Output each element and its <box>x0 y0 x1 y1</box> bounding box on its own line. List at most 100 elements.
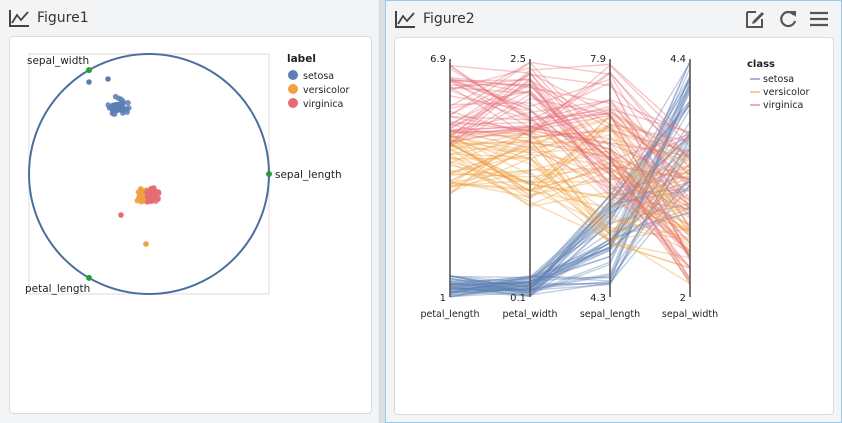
figure1-title: Figure1 <box>37 10 89 26</box>
series-line-virginica <box>449 89 691 176</box>
series-line-setosa <box>449 210 691 291</box>
menu-icon[interactable] <box>808 8 830 30</box>
legend-swatch <box>288 70 298 80</box>
data-point-virginica <box>155 190 162 197</box>
legend-title: class <box>747 59 775 70</box>
series-line-setosa <box>449 144 691 297</box>
series-line-setosa <box>449 136 691 290</box>
series-line-setosa <box>449 133 691 294</box>
parallel-coordinates-chart[interactable]: 6.9 1 petal_length 2.5 0.1 petal_width 7.9 4.3 s… <box>395 38 835 416</box>
series-line-versicolor <box>449 171 691 285</box>
series-line-setosa <box>449 169 691 296</box>
line-chart-icon <box>9 10 29 27</box>
axis-min-label: 0.1 <box>510 293 526 304</box>
series-line-versicolor <box>449 141 691 210</box>
series-line-versicolor <box>449 113 691 198</box>
anchor-point <box>266 171 272 177</box>
radviz-chart[interactable]: sepal_width sepal_length petal_length label… <box>10 37 373 415</box>
refresh-icon[interactable] <box>777 8 799 30</box>
series-line-virginica <box>449 93 691 284</box>
series-line-virginica <box>449 79 691 269</box>
series-line-virginica <box>449 65 691 133</box>
series-line-virginica <box>449 89 691 268</box>
data-point-virginica <box>152 195 159 201</box>
series-line-setosa <box>449 151 691 291</box>
series-line-virginica <box>449 97 691 259</box>
series-line-setosa <box>449 104 691 294</box>
legend-swatch <box>288 98 298 108</box>
series-line-versicolor <box>449 137 691 185</box>
data-point-virginica <box>118 212 124 218</box>
series-line-virginica <box>449 77 691 258</box>
series-line-setosa <box>449 148 691 285</box>
axis-max-label: 4.4 <box>670 54 686 65</box>
series-line-versicolor <box>449 157 691 209</box>
axis-max-label: 7.9 <box>590 54 606 65</box>
axis-min-label: 1 <box>440 293 446 304</box>
series-line-virginica <box>449 121 691 206</box>
plot-frame <box>28 53 270 295</box>
series-line-versicolor <box>449 157 691 269</box>
series-line-versicolor <box>449 116 691 182</box>
series-line-virginica <box>449 78 691 282</box>
series-line-versicolor <box>449 142 691 237</box>
series-line-versicolor <box>449 125 691 209</box>
series-line-versicolor <box>449 127 691 233</box>
series-line-setosa <box>449 212 691 288</box>
series-line-versicolor <box>449 142 691 233</box>
radviz-circle <box>28 53 270 295</box>
series-line-virginica <box>449 79 691 196</box>
series-line-virginica <box>449 72 691 218</box>
series-line-setosa <box>449 130 691 291</box>
series-line-setosa <box>449 62 691 287</box>
data-point-virginica <box>151 185 157 191</box>
axis-min-label: 4.3 <box>590 293 606 304</box>
legend-label: virginica <box>763 100 803 111</box>
data-point-setosa <box>86 79 92 85</box>
series-line-versicolor <box>449 167 691 216</box>
series-line-versicolor <box>449 139 691 233</box>
series-line-versicolor <box>449 139 691 270</box>
series-line-setosa <box>449 121 691 295</box>
data-point-setosa <box>110 102 117 109</box>
series-line-setosa <box>449 74 691 297</box>
series-line-virginica <box>449 63 691 139</box>
series-line-setosa <box>449 86 691 287</box>
series-line-versicolor <box>449 157 691 253</box>
series-line-versicolor <box>449 182 691 241</box>
legend-label: setosa <box>763 74 794 85</box>
series-line-versicolor <box>449 153 691 251</box>
series-line-setosa <box>449 60 691 298</box>
series-line-versicolor <box>449 148 691 199</box>
series-line-versicolor <box>449 131 691 176</box>
series-line-setosa <box>449 100 691 291</box>
data-point-setosa <box>114 107 120 114</box>
series-line-setosa <box>449 79 691 282</box>
anchor-point <box>86 67 92 74</box>
series-line-virginica <box>449 83 691 279</box>
series-line-virginica <box>449 86 691 153</box>
series-line-versicolor <box>449 110 691 193</box>
series-line-versicolor <box>449 134 691 239</box>
series-line-setosa <box>449 85 691 287</box>
series-line-versicolor <box>449 127 691 195</box>
figure1-panel: Figure1 sepal_width sepal_length petal_len… <box>0 0 380 423</box>
series-line-virginica <box>449 79 691 158</box>
series-line-versicolor <box>449 114 691 228</box>
series-line-setosa <box>449 89 691 296</box>
data-point-versicolor <box>143 241 149 247</box>
series-line-virginica <box>449 71 691 170</box>
series-line-virginica <box>449 101 691 280</box>
series-line-versicolor <box>449 117 691 175</box>
series-line-virginica <box>449 76 691 187</box>
figure2-titlebar: Figure2 <box>386 1 841 37</box>
axis-name-label: sepal_length <box>580 309 640 320</box>
series-line-versicolor <box>449 153 691 180</box>
anchor-label: sepal_length <box>275 169 342 181</box>
axis-min-label: 2 <box>680 293 686 304</box>
series-line-versicolor <box>449 127 691 165</box>
series-line-setosa <box>449 77 691 294</box>
edit-icon[interactable] <box>744 8 766 30</box>
series-line-setosa <box>449 180 691 289</box>
series-line-virginica <box>449 64 691 147</box>
